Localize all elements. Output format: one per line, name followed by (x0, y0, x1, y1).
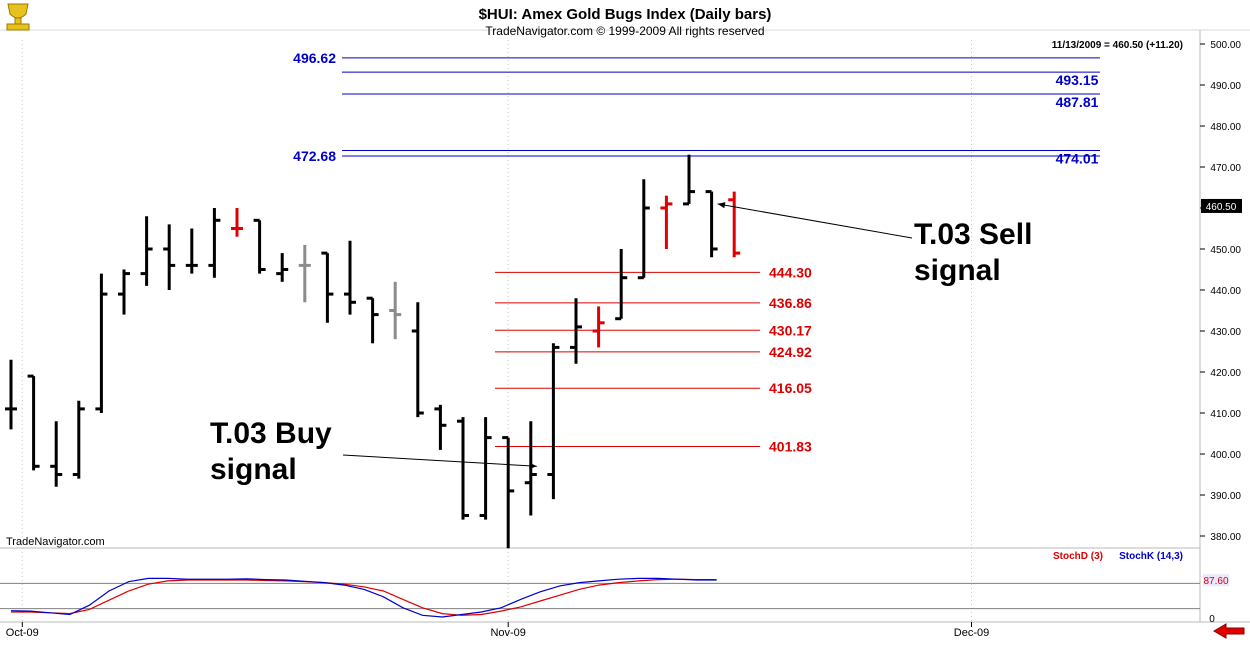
ohlc-bar (366, 296, 379, 344)
stochk-line (10, 577, 717, 618)
ohlc-bar (637, 179, 650, 280)
ohlc-bar (547, 343, 560, 500)
fib-level-red-label: 444.30 (769, 264, 812, 280)
ohlc-bar (27, 374, 40, 471)
ohlc-bar (411, 302, 424, 418)
ohlc-bar (660, 195, 673, 249)
legend-stochk: StochK (14,3) (1119, 551, 1183, 562)
price-bars (5, 154, 741, 549)
ohlc-bar (118, 269, 130, 315)
price-tick-label: 450.00 (1210, 245, 1241, 256)
price-tick-label: 390.00 (1210, 491, 1241, 502)
price-tick-label: 400.00 (1210, 450, 1241, 461)
price-tick-label: 410.00 (1210, 409, 1241, 420)
stochd-line (11, 578, 717, 616)
stoch-last-marker (1203, 574, 1229, 587)
ohlc-bar (434, 404, 447, 450)
fib-levels: 496.62 493.15 487.81 474.01 472.68 444.30 436.… (293, 50, 1100, 454)
ohlc-bar (298, 244, 311, 303)
ohlc-bar (140, 216, 153, 286)
stochastic-pane: 087.60 (0, 574, 1229, 625)
annotation-line1: T.03 Sell (914, 218, 1032, 251)
ohlc-bar (389, 281, 402, 340)
annotation-arrowhead (529, 462, 537, 469)
ohlc-bar (321, 251, 334, 323)
ohlc-bar (253, 218, 266, 274)
fib-level-red-label: 401.83 (769, 438, 812, 454)
chart-subtitle: TradeNavigator.com © 1999-2009 All right… (485, 24, 764, 38)
fib-level-blue-label: 493.15 (1056, 72, 1099, 88)
date-label: Oct-09 (6, 627, 39, 639)
fib-level-red-label: 430.17 (769, 322, 812, 338)
price-tick-label: 430.00 (1210, 327, 1241, 338)
price-tick-label: 380.00 (1210, 532, 1241, 543)
ohlc-bar (50, 421, 63, 487)
price-axis: 500.00490.00480.00470.00460.00450.00440.… (1200, 40, 1242, 543)
ohlc-bar (231, 208, 243, 237)
ohlc-bar (72, 400, 85, 479)
ohlc-bar (570, 298, 582, 364)
price-tick-label: 470.00 (1210, 163, 1241, 174)
fib-level-red-label: 436.86 (769, 295, 812, 311)
price-tick-label: 490.00 (1210, 81, 1241, 92)
ohlc-bar (683, 154, 695, 206)
ohlc-bar (592, 306, 605, 348)
annotation-arrow (717, 203, 913, 239)
fib-level-red-label: 424.92 (769, 344, 812, 360)
trophy-logo-icon (6, 3, 30, 31)
date-axis: Oct-09 Nov-09 Dec-09 (6, 622, 989, 639)
last-bar-info: 11/13/2009 = 460.50 (+11.20) (1052, 40, 1183, 51)
ohlc-bar (615, 249, 628, 321)
date-label: Nov-09 (490, 627, 525, 639)
fib-level-blue-label: 487.81 (1056, 94, 1099, 110)
annotation-line2: signal (210, 453, 297, 486)
price-tick-label: 440.00 (1210, 286, 1241, 297)
stoch-last-label: 87.60 (1203, 576, 1228, 587)
legend-stochd: StochD (3) (1053, 551, 1103, 562)
fib-level-blue-label: 474.01 (1056, 151, 1099, 167)
ohlc-bar (344, 240, 356, 315)
fib-level-blue-label: 472.68 (293, 148, 336, 164)
red-left-arrow-icon[interactable] (1213, 623, 1245, 639)
fib-level-blue-label: 496.62 (293, 50, 336, 66)
ohlc-bar (728, 191, 741, 258)
annotation-arrowhead (717, 202, 726, 209)
price-tick-label: 420.00 (1210, 368, 1241, 379)
ohlc-bar (705, 190, 718, 258)
annotation-arrow (342, 454, 537, 467)
ohlc-bar (502, 436, 515, 549)
ohlc-bar (457, 417, 469, 520)
ohlc-bar (163, 224, 176, 290)
annotation-line2: signal (914, 254, 1001, 287)
last-price-label: 460.50 (1206, 202, 1237, 213)
ohlc-bar (208, 208, 221, 278)
ohlc-bar (185, 228, 198, 274)
ohlc-bar (276, 253, 289, 282)
stoch-tick-label: 0 (1209, 614, 1215, 625)
date-label: Dec-09 (954, 627, 989, 639)
watermark: TradeNavigator.com (6, 536, 105, 548)
chart-title: $HUI: Amex Gold Bugs Index (Daily bars) (479, 6, 772, 23)
ohlc-bar (95, 273, 108, 413)
price-tick-label: 500.00 (1210, 40, 1241, 51)
ohlc-bar (5, 359, 17, 430)
annotation-line1: T.03 Buy (210, 417, 332, 450)
price-tick-label: 480.00 (1210, 122, 1241, 133)
fib-level-red-label: 416.05 (769, 380, 812, 396)
ohlc-bar (479, 417, 492, 520)
last-price-marker (1201, 198, 1242, 213)
